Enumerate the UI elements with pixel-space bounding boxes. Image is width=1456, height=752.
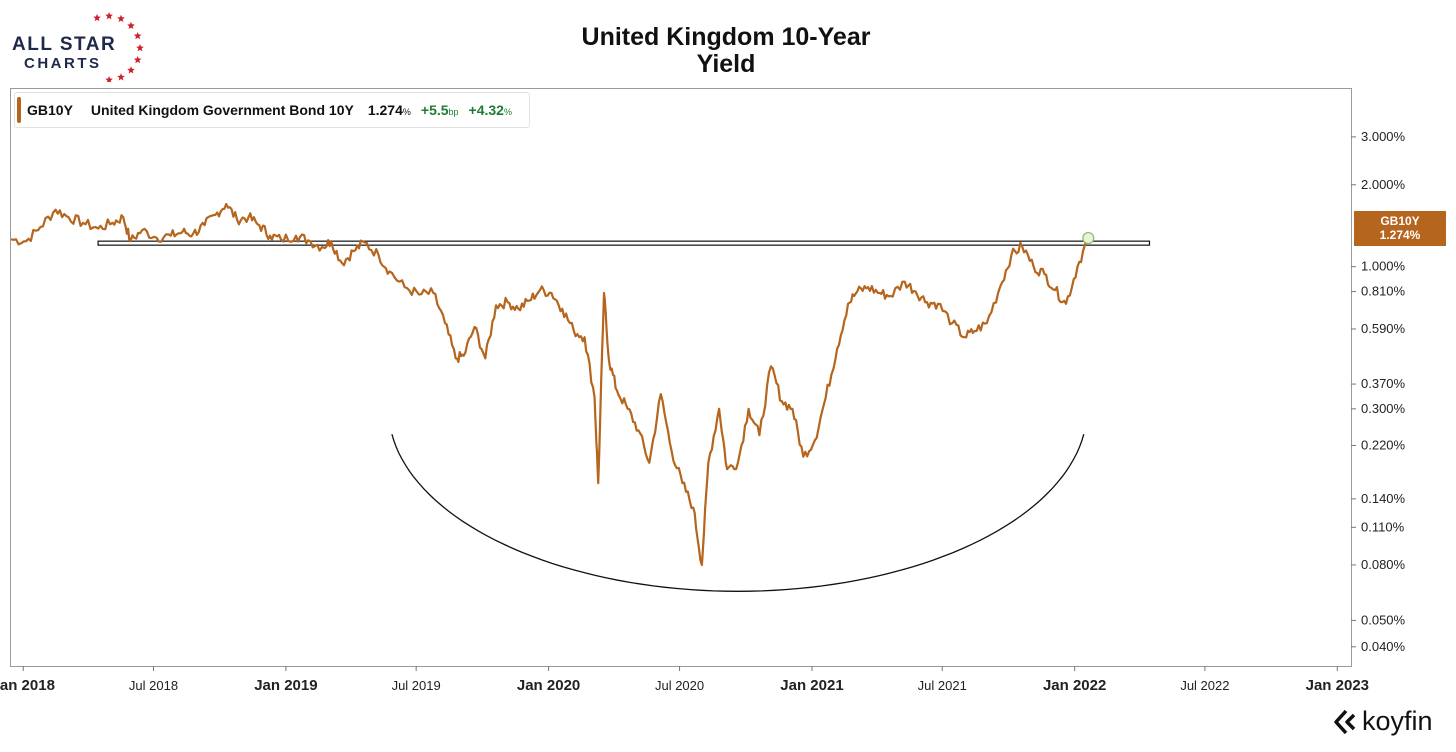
y-axis-tick-label: 0.370% bbox=[1361, 376, 1406, 391]
brand-star-icon bbox=[117, 14, 125, 22]
x-axis-tick-label: Jul 2018 bbox=[129, 678, 178, 693]
legend-ticker: GB10Y bbox=[27, 102, 73, 118]
legend-value: 1.274% bbox=[367, 102, 411, 118]
x-axis-tick-label: Jan 2020 bbox=[517, 677, 580, 694]
x-axis-tick-label: Jul 2021 bbox=[918, 678, 967, 693]
x-axis-tick-label: Jan 2021 bbox=[780, 677, 843, 694]
koyfin-logo: koyfin bbox=[1332, 706, 1433, 737]
koyfin-wordmark: koyfin bbox=[1362, 706, 1433, 736]
rounding-bottom-curve bbox=[391, 434, 1085, 592]
x-axis-tick-label: Jul 2022 bbox=[1180, 678, 1229, 693]
last-price-ticker: GB10Y bbox=[1380, 214, 1420, 228]
y-axis-tick-label: 0.220% bbox=[1361, 437, 1406, 452]
y-axis-tick-label: 0.140% bbox=[1361, 491, 1406, 506]
y-axis-tick-label: 1.000% bbox=[1361, 259, 1406, 274]
brand-line1: ALL STAR bbox=[12, 34, 116, 55]
brand-star-icon bbox=[136, 44, 144, 52]
x-axis-tick-label: Jan 2018 bbox=[0, 677, 55, 694]
x-axis-tick-label: Jan 2019 bbox=[254, 677, 317, 694]
all-star-charts-logo-graphic: ALL STAR CHARTS bbox=[12, 12, 144, 84]
y-axis-tick-label: 0.590% bbox=[1361, 321, 1406, 336]
x-axis-tick-label: Jul 2020 bbox=[655, 678, 704, 693]
y-axis-tick-label: 0.080% bbox=[1361, 557, 1406, 572]
x-axis-tick-label: Jan 2023 bbox=[1306, 677, 1369, 694]
last-price-tag: GB10Y 1.274% bbox=[1354, 211, 1446, 246]
brand-star-icon bbox=[117, 73, 125, 81]
brand-star-icon bbox=[133, 55, 142, 64]
plot-area[interactable] bbox=[10, 88, 1352, 667]
last-price-value: 1.274% bbox=[1379, 228, 1421, 242]
brand-star-icon bbox=[105, 75, 113, 84]
brand-star-icon bbox=[93, 13, 101, 22]
last-point-marker bbox=[1082, 231, 1095, 245]
koyfin-chevron-icon bbox=[1334, 709, 1356, 734]
brand-star-icon bbox=[127, 66, 135, 74]
y-axis-tick-label: 0.810% bbox=[1361, 284, 1406, 299]
y-axis-tick-label: 3.000% bbox=[1361, 129, 1406, 144]
series-color-swatch bbox=[17, 97, 21, 123]
legend-series-name: United Kingdom Government Bond 10Y bbox=[90, 102, 354, 118]
y-axis-tick-label: 0.040% bbox=[1361, 639, 1406, 654]
chart-title: United Kingdom 10-Year Yield bbox=[526, 24, 926, 78]
series-legend[interactable]: GB10Y United Kingdom Government Bond 10Y… bbox=[14, 92, 530, 128]
x-axis-tick-label: Jan 2022 bbox=[1043, 677, 1106, 694]
chart-title-line2: Yield bbox=[696, 50, 756, 78]
brand-line2: CHARTS bbox=[24, 55, 102, 72]
y-axis-tick-label: 2.000% bbox=[1361, 177, 1406, 192]
brand-star-icon bbox=[133, 32, 142, 40]
brand-star-icon bbox=[105, 12, 113, 20]
legend-change-bp: +5.5bp bbox=[420, 102, 459, 118]
legend-change-pct: +4.32% bbox=[468, 102, 512, 118]
y-axis-tick-label: 0.300% bbox=[1361, 401, 1406, 416]
resistance-line bbox=[97, 240, 1151, 246]
series-line-gb10y bbox=[10, 202, 1090, 567]
x-axis-tick-label: Jul 2019 bbox=[392, 678, 441, 693]
y-axis-tick-label: 0.110% bbox=[1361, 519, 1405, 534]
brand-star-icon bbox=[127, 21, 135, 30]
y-axis-tick-label: 0.050% bbox=[1361, 612, 1406, 627]
chart-title-line1: United Kingdom 10-Year bbox=[581, 23, 871, 51]
all-star-charts-logo: ALL STAR CHARTS bbox=[8, 10, 158, 84]
